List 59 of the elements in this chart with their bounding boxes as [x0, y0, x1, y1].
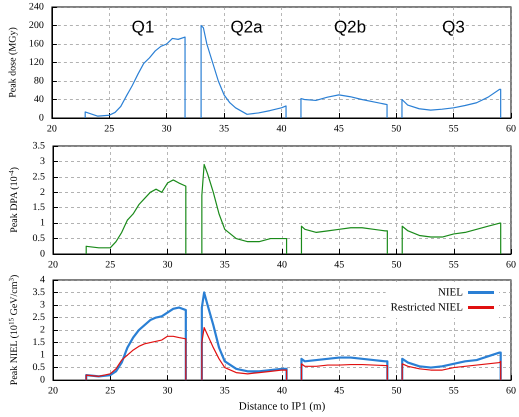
x-tick-label: 25	[105, 260, 116, 270]
y-tick-label: 160	[28, 38, 44, 50]
x-tick-label: 40	[276, 124, 286, 134]
x-tick-label: 45	[334, 260, 344, 270]
y-axis-title: Peak dose (MGy)	[8, 27, 18, 98]
y-tick-label: 4	[40, 274, 45, 286]
y-tick-label: 3.5	[32, 287, 45, 298]
y-tick-label: 240	[28, 2, 44, 12]
y-tick-label: 120	[28, 57, 44, 68]
x-tick-label: 60	[506, 260, 516, 270]
x-tick-label: 35	[219, 124, 230, 134]
y-tick-label: 1.5	[32, 337, 45, 348]
y-tick-label: 1.5	[32, 202, 45, 214]
x-tick-label: 50	[392, 260, 402, 270]
y-tick-label: 40	[34, 94, 44, 105]
y-tick-label: 80	[34, 76, 44, 86]
y-tick-label: 3	[40, 300, 45, 311]
y-tick-label: 1	[40, 350, 45, 361]
annotation: Q2a	[230, 18, 264, 36]
y-tick-label: 3.5	[32, 140, 45, 152]
x-tick-label: 55	[448, 386, 459, 397]
x-tick-label: 50	[392, 386, 402, 397]
y-tick-label: 0	[40, 248, 45, 260]
annotation: Q1	[132, 18, 154, 36]
y-tick-label: 1	[40, 218, 45, 229]
x-tick-label: 35	[220, 386, 230, 397]
x-tick-label: 35	[220, 260, 230, 270]
x-tick-label: 30	[162, 386, 172, 397]
x-tick-label: 45	[334, 124, 344, 134]
y-tick-label: 0.5	[32, 233, 45, 244]
x-tick-label: 25	[105, 386, 116, 397]
annotation: Q2b	[334, 18, 366, 36]
y-tick-label: 0.5	[32, 362, 45, 374]
x-tick-label: 20	[48, 386, 58, 397]
x-tick-label: 50	[391, 124, 402, 134]
x-tick-label: 40	[277, 386, 287, 397]
y-tick-label: 2	[40, 186, 45, 198]
annotation: Q3	[442, 18, 465, 36]
x-tick-label: 55	[448, 124, 459, 134]
x-tick-label: 30	[162, 124, 172, 134]
y-tick-label: 2.5	[32, 171, 45, 182]
y-tick-label: 0	[40, 374, 45, 386]
x-tick-label: 60	[506, 124, 516, 134]
x-tick-label: 20	[48, 260, 58, 270]
x-tick-label: 60	[506, 386, 516, 397]
x-tick-label: 40	[277, 260, 287, 270]
y-tick-label: 0	[38, 112, 44, 124]
x-tick-label: 20	[46, 124, 57, 134]
x-tick-label: 30	[162, 260, 172, 270]
y-tick-label: 2.5	[32, 312, 45, 324]
legend-label: NIEL	[438, 286, 464, 298]
x-tick-label: 45	[334, 386, 344, 397]
x-tick-label: 55	[448, 260, 459, 270]
legend-label: Restricted NIEL	[390, 302, 464, 314]
x-tick-label: 25	[104, 124, 114, 134]
y-tick-label: 200	[28, 20, 44, 31]
y-tick-label: 3	[40, 156, 45, 167]
y-tick-label: 2	[40, 324, 45, 336]
x-axis-title: Distance to IP1 (m)	[238, 400, 326, 412]
